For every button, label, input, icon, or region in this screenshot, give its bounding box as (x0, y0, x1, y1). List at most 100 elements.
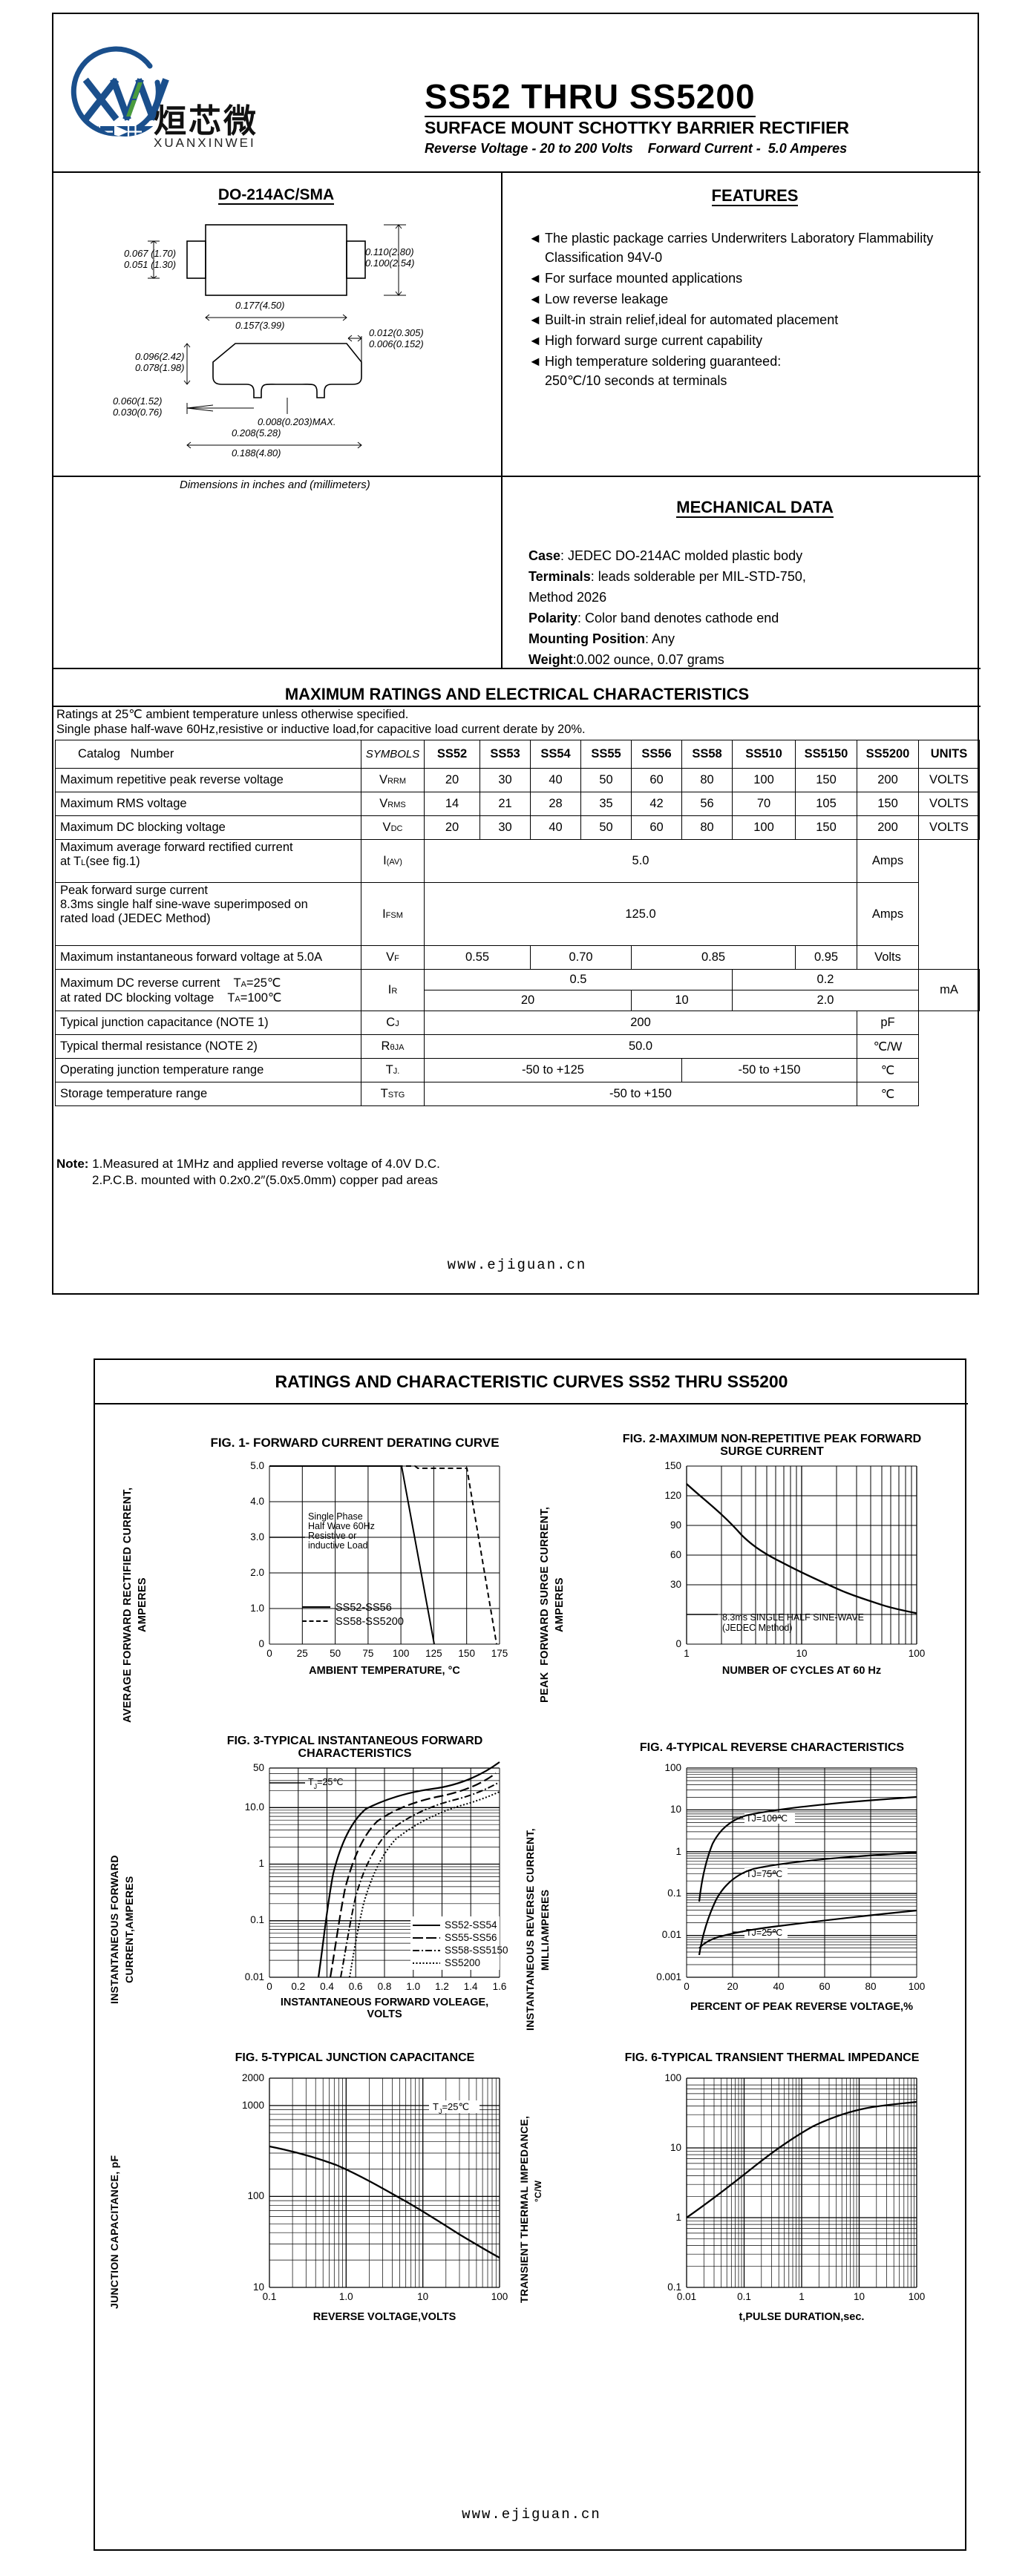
svg-text:100: 100 (247, 2190, 264, 2201)
svg-text:10: 10 (670, 1804, 681, 1815)
svg-text:FIG. 4-TYPICAL REVERSE CHARACT: FIG. 4-TYPICAL REVERSE CHARACTERISTICS (640, 1741, 905, 1754)
svg-text:INSTANTANEOUS FORWARD VOLEAGE,: INSTANTANEOUS FORWARD VOLEAGE, (281, 1997, 488, 2008)
svg-text:0.1: 0.1 (667, 1887, 681, 1899)
svg-text:0.012(0.305): 0.012(0.305) (369, 327, 424, 338)
svg-text:0.078(1.98): 0.078(1.98) (135, 362, 185, 373)
svg-text:Half Wave 60Hz: Half Wave 60Hz (308, 1521, 375, 1531)
svg-text:CHARACTERISTICS: CHARACTERISTICS (298, 1747, 412, 1760)
svg-text:100: 100 (909, 1648, 926, 1659)
svg-text:10.0: 10.0 (245, 1801, 264, 1813)
svg-text:1000: 1000 (242, 2100, 264, 2111)
svg-text:8.3ms SINGLE HALF SINE-WAVE: 8.3ms SINGLE HALF SINE-WAVE (722, 1612, 864, 1623)
svg-text:1: 1 (684, 1648, 690, 1659)
svg-text:inductive Load: inductive Load (308, 1540, 368, 1551)
svg-text:10: 10 (854, 2291, 865, 2302)
svg-text:0.060(1.52): 0.060(1.52) (113, 395, 163, 407)
svg-text:175: 175 (491, 1648, 508, 1659)
svg-text:100: 100 (664, 1762, 681, 1773)
svg-text:50: 50 (330, 1648, 341, 1659)
svg-text:0: 0 (266, 1648, 272, 1659)
svg-text:2000: 2000 (242, 2072, 264, 2083)
svg-text:FIG. 3-TYPICAL INSTANTANEOUS F: FIG. 3-TYPICAL INSTANTANEOUS FORWARD (227, 1735, 483, 1747)
svg-text:FIG. 5-TYPICAL JUNCTION CAPACI: FIG. 5-TYPICAL JUNCTION CAPACITANCE (235, 2051, 475, 2064)
svg-text:FIG. 1- FORWARD CURRENT DERATI: FIG. 1- FORWARD CURRENT DERATING CURVE (210, 1436, 499, 1450)
svg-text:4.0: 4.0 (250, 1496, 264, 1507)
svg-text:0.01: 0.01 (677, 2291, 696, 2302)
svg-text:0.01: 0.01 (662, 1929, 681, 1940)
svg-text:Single Phase: Single Phase (308, 1511, 363, 1522)
svg-text:0: 0 (675, 1638, 681, 1649)
svg-text:FIG. 6-TYPICAL TRANSIENT THERM: FIG. 6-TYPICAL TRANSIENT THERMAL IMPEDAN… (625, 2051, 920, 2064)
svg-text:VOLTS: VOLTS (367, 2008, 402, 2020)
svg-text:AMBIENT TEMPERATURE, °C: AMBIENT TEMPERATURE, °C (309, 1665, 460, 1677)
svg-text:5.0: 5.0 (250, 1460, 264, 1471)
svg-text:10: 10 (417, 2291, 428, 2302)
svg-text:1: 1 (675, 1846, 681, 1857)
svg-text:60: 60 (670, 1549, 681, 1560)
svg-text:0.6: 0.6 (349, 1981, 363, 1992)
svg-text:1.0: 1.0 (250, 1603, 264, 1614)
svg-text:0.1: 0.1 (263, 2291, 277, 2302)
svg-text:150: 150 (664, 1460, 681, 1471)
svg-text:10: 10 (670, 2142, 681, 2153)
svg-text:TJ=25℃: TJ=25℃ (433, 2101, 469, 2115)
svg-text:0: 0 (684, 1981, 690, 1992)
svg-text:0.157(3.99): 0.157(3.99) (235, 320, 285, 331)
svg-text:0.067 (1.70): 0.067 (1.70) (124, 248, 176, 259)
svg-text:60: 60 (819, 1981, 830, 1992)
svg-text:0.110(2.80): 0.110(2.80) (365, 246, 414, 257)
svg-text:1.2: 1.2 (435, 1981, 449, 1992)
svg-text:t,PULSE DURATION,sec.: t,PULSE DURATION,sec. (739, 2311, 865, 2323)
svg-text:SS5200: SS5200 (445, 1957, 480, 1968)
svg-text:90: 90 (670, 1519, 681, 1531)
svg-text:150: 150 (458, 1648, 475, 1659)
svg-text:0.4: 0.4 (320, 1981, 334, 1992)
svg-text:0.030(0.76): 0.030(0.76) (113, 407, 163, 418)
svg-text:REVERSE VOLTAGE,VOLTS: REVERSE VOLTAGE,VOLTS (313, 2311, 456, 2323)
svg-text:Resistive or: Resistive or (308, 1531, 356, 1541)
svg-text:0.208(5.28): 0.208(5.28) (232, 427, 281, 438)
svg-text:TJ=25℃: TJ=25℃ (308, 1777, 343, 1790)
svg-text:SURGE CURRENT: SURGE CURRENT (720, 1445, 824, 1458)
svg-text:1: 1 (258, 1858, 264, 1869)
svg-text:0.001: 0.001 (656, 1971, 681, 1982)
svg-text:1.0: 1.0 (406, 1981, 420, 1992)
svg-text:0.006(0.152): 0.006(0.152) (369, 338, 424, 349)
svg-text:PERCENT OF PEAK REVERSE VOLTAG: PERCENT OF PEAK REVERSE VOLTAGE,% (690, 2001, 913, 2013)
svg-text:TJ=75℃: TJ=75℃ (746, 1869, 782, 1879)
svg-text:30: 30 (670, 1579, 681, 1590)
svg-text:0.1: 0.1 (250, 1914, 264, 1925)
svg-text:0.1: 0.1 (737, 2291, 751, 2302)
svg-text:FIG. 2-MAXIMUM NON-REPETITIVE: FIG. 2-MAXIMUM NON-REPETITIVE PEAK FORWA… (623, 1433, 921, 1445)
svg-text:100: 100 (909, 2291, 926, 2302)
svg-text:0.008(0.203)MAX.: 0.008(0.203)MAX. (258, 416, 336, 427)
svg-text:3.0: 3.0 (250, 1531, 264, 1542)
svg-text:SS52-SS56: SS52-SS56 (336, 1602, 392, 1614)
svg-text:0: 0 (266, 1981, 272, 1992)
svg-text:1: 1 (799, 2291, 805, 2302)
svg-text:2.0: 2.0 (250, 1567, 264, 1578)
svg-text:20: 20 (727, 1981, 738, 1992)
svg-text:0.096(2.42): 0.096(2.42) (135, 351, 185, 362)
svg-text:125: 125 (425, 1648, 442, 1659)
svg-text:(JEDEC Method): (JEDEC Method) (722, 1623, 792, 1633)
svg-text:1: 1 (675, 2212, 681, 2223)
svg-text:100: 100 (664, 2072, 681, 2083)
svg-text:1.0: 1.0 (339, 2291, 353, 2302)
svg-text:100: 100 (491, 2291, 508, 2302)
svg-text:0.188(4.80): 0.188(4.80) (232, 447, 281, 459)
svg-text:NUMBER OF CYCLES AT 60 Hz: NUMBER OF CYCLES AT 60 Hz (722, 1665, 881, 1677)
svg-text:0.100(2.54): 0.100(2.54) (365, 257, 415, 269)
svg-text:1.4: 1.4 (464, 1981, 478, 1992)
svg-text:SS52-SS54: SS52-SS54 (445, 1919, 497, 1931)
svg-text:40: 40 (773, 1981, 784, 1992)
svg-text:100: 100 (393, 1648, 410, 1659)
svg-text:50: 50 (253, 1762, 264, 1773)
svg-text:75: 75 (362, 1648, 373, 1659)
svg-text:100: 100 (909, 1981, 926, 1992)
svg-text:0.177(4.50): 0.177(4.50) (235, 300, 285, 311)
svg-text:0.2: 0.2 (291, 1981, 305, 1992)
svg-text:SS58-SS5150: SS58-SS5150 (445, 1945, 508, 1956)
svg-text:0.051 (1.30): 0.051 (1.30) (124, 259, 176, 270)
svg-text:1.6: 1.6 (493, 1981, 507, 1992)
